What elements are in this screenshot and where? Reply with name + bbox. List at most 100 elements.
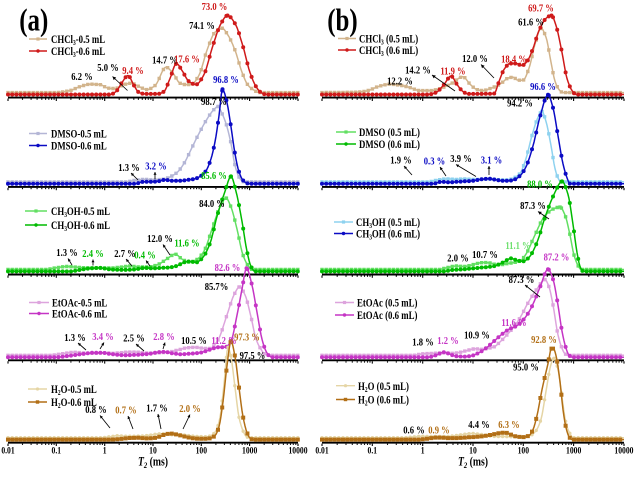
svg-text:EtOAc-0.6 mL: EtOAc-0.6 mL [52, 309, 107, 321]
svg-text:H2O (0.5 mL): H2O (0.5 mL) [358, 381, 409, 394]
svg-text:0.7 %: 0.7 % [115, 405, 136, 417]
svg-text:10.5 %: 10.5 % [181, 335, 207, 347]
svg-text:1.3 %: 1.3 % [118, 162, 139, 174]
svg-text:6.2 %: 6.2 % [71, 71, 92, 83]
svg-text:97.5 %: 97.5 % [240, 350, 266, 362]
svg-text:4.4 %: 4.4 % [468, 419, 489, 431]
svg-text:96.6 %: 96.6 % [530, 81, 556, 93]
svg-text:3.2 %: 3.2 % [145, 161, 166, 173]
svg-text:3.4 %: 3.4 % [92, 331, 113, 343]
svg-text:1: 1 [103, 445, 107, 456]
svg-text:CH3OH-0.6 mL: CH3OH-0.6 mL [51, 220, 110, 233]
svg-text:(a): (a) [19, 3, 48, 39]
svg-text:(b): (b) [327, 3, 357, 39]
svg-text:85.6 %: 85.6 % [201, 170, 227, 182]
svg-text:96.8 %: 96.8 % [213, 74, 239, 86]
svg-text:CHCl3 (0.5 mL): CHCl3 (0.5 mL) [359, 34, 418, 47]
svg-text:1: 1 [421, 445, 425, 456]
svg-text:11.6 %: 11.6 % [501, 317, 526, 329]
svg-text:2.7 %: 2.7 % [114, 248, 135, 260]
svg-text:85.7%: 85.7% [205, 281, 229, 293]
svg-text:10: 10 [149, 445, 157, 456]
svg-text:11.2 %: 11.2 % [211, 335, 236, 347]
svg-text:2.5 %: 2.5 % [123, 333, 144, 345]
svg-text:EtOAc (0.6 mL): EtOAc (0.6 mL) [357, 310, 417, 322]
svg-text:10.9 %: 10.9 % [464, 330, 490, 342]
svg-text:1.2 %: 1.2 % [437, 335, 458, 347]
svg-text:2.4 %: 2.4 % [82, 248, 103, 260]
svg-text:CH3OH (0.6 mL): CH3OH (0.6 mL) [356, 229, 420, 242]
svg-text:100: 100 [518, 445, 530, 456]
svg-text:1.8 %: 1.8 % [412, 337, 433, 349]
svg-text:18.4 %: 18.4 % [501, 54, 527, 66]
svg-text:2.8 %: 2.8 % [153, 331, 174, 343]
svg-text:2.0 %: 2.0 % [179, 403, 200, 415]
svg-text:0.4 %: 0.4 % [134, 250, 155, 262]
svg-text:97.3 %: 97.3 % [234, 332, 260, 344]
svg-text:T2 (ms): T2 (ms) [458, 455, 488, 470]
svg-text:0.8 %: 0.8 % [85, 404, 106, 416]
svg-text:6.3 %: 6.3 % [498, 419, 519, 431]
svg-text:5.0 %: 5.0 % [97, 62, 118, 74]
svg-text:87.3 %: 87.3 % [520, 200, 546, 212]
svg-text:0.01: 0.01 [1, 445, 14, 456]
svg-text:0.3 %: 0.3 % [424, 156, 445, 168]
svg-text:0.1: 0.1 [52, 445, 62, 456]
svg-text:H2O-0.5 mL: H2O-0.5 mL [51, 384, 97, 397]
svg-text:14.2 %: 14.2 % [405, 65, 431, 77]
svg-text:17.6 %: 17.6 % [174, 54, 200, 66]
svg-text:87.2 %: 87.2 % [544, 252, 570, 264]
svg-text:11.6 %: 11.6 % [174, 238, 199, 250]
svg-text:1.7 %: 1.7 % [146, 403, 167, 415]
svg-text:10000: 10000 [288, 445, 308, 456]
svg-text:EtOAc (0.5 mL): EtOAc (0.5 mL) [357, 298, 417, 310]
svg-text:84.0 %: 84.0 % [199, 198, 225, 210]
svg-text:74.1 %: 74.1 % [189, 20, 215, 32]
svg-text:0.1: 0.1 [368, 445, 378, 456]
svg-text:10000: 10000 [614, 445, 634, 456]
svg-text:EtOAc-0.5 mL: EtOAc-0.5 mL [52, 298, 107, 310]
svg-text:87.3 %: 87.3 % [509, 274, 535, 286]
svg-text:12.2 %: 12.2 % [387, 76, 413, 88]
svg-text:1000: 1000 [566, 445, 582, 456]
svg-text:1.3 %: 1.3 % [56, 247, 77, 259]
svg-text:10: 10 [469, 445, 477, 456]
svg-text:CHCl3 (0.6 mL): CHCl3 (0.6 mL) [359, 45, 418, 58]
svg-text:DMSO (0.6 mL): DMSO (0.6 mL) [359, 139, 420, 151]
svg-text:73.0 %: 73.0 % [202, 1, 228, 13]
svg-text:CHCl3-0.6 mL: CHCl3-0.6 mL [51, 46, 105, 59]
svg-text:94.2 %: 94.2 % [507, 98, 533, 110]
svg-text:95.0 %: 95.0 % [513, 362, 539, 374]
svg-text:0.9 %: 0.9 % [428, 425, 449, 437]
svg-text:3.9 %: 3.9 % [450, 153, 471, 165]
svg-text:12.0 %: 12.0 % [462, 53, 488, 65]
svg-text:12.0 %: 12.0 % [147, 233, 173, 245]
svg-text:100: 100 [196, 445, 208, 456]
svg-text:61.6 %: 61.6 % [518, 17, 544, 29]
svg-text:1.9 %: 1.9 % [390, 155, 411, 167]
svg-text:CH3OH-0.5 mL: CH3OH-0.5 mL [51, 206, 110, 219]
svg-text:T2 (ms): T2 (ms) [138, 455, 168, 470]
svg-text:DMSO (0.5 mL): DMSO (0.5 mL) [359, 127, 420, 139]
svg-text:H2O (0.6 mL): H2O (0.6 mL) [358, 395, 409, 408]
svg-text:14.7 %: 14.7 % [152, 55, 178, 67]
svg-text:DMSO-0.5 mL: DMSO-0.5 mL [51, 129, 107, 141]
svg-text:DMSO-0.6 mL: DMSO-0.6 mL [51, 141, 107, 153]
svg-text:1.3 %: 1.3 % [64, 332, 85, 344]
svg-text:88.0 %: 88.0 % [527, 179, 553, 191]
svg-text:98.7 %: 98.7 % [201, 96, 227, 108]
svg-text:0.6 %: 0.6 % [403, 425, 424, 437]
svg-text:H2O-0.6 mL: H2O-0.6 mL [51, 397, 97, 410]
svg-text:69.7 %: 69.7 % [528, 3, 554, 15]
svg-text:2.0 %: 2.0 % [447, 253, 468, 265]
svg-text:92.8 %: 92.8 % [531, 334, 557, 346]
svg-text:1000: 1000 [242, 445, 258, 456]
svg-text:0.01: 0.01 [315, 445, 328, 456]
svg-text:11.1 %: 11.1 % [505, 240, 530, 252]
svg-text:82.6 %: 82.6 % [215, 262, 241, 274]
svg-text:10.7 %: 10.7 % [472, 249, 498, 261]
svg-text:9.4 %: 9.4 % [122, 65, 143, 77]
svg-text:CHCl3-0.5 mL: CHCl3-0.5 mL [51, 34, 105, 47]
svg-text:CH3OH (0.5 mL): CH3OH (0.5 mL) [356, 217, 420, 230]
svg-text:3.1 %: 3.1 % [481, 155, 502, 167]
